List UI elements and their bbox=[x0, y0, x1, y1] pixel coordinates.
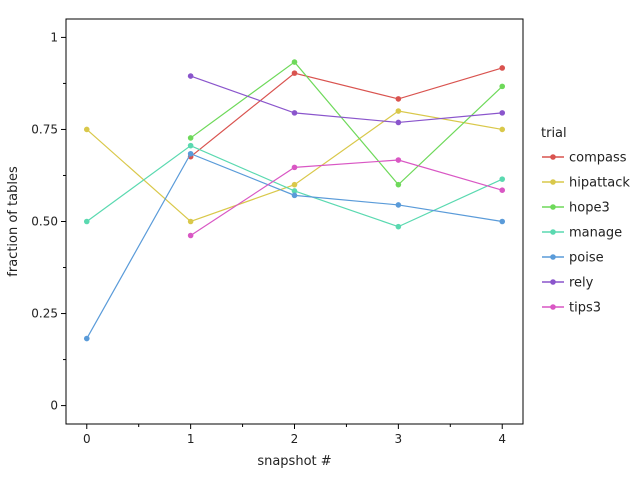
data-point-manage bbox=[83, 218, 90, 225]
data-point-hipattack bbox=[187, 218, 194, 225]
legend-item-manage: manage bbox=[542, 226, 622, 241]
legend-item-compass: compass bbox=[542, 151, 627, 166]
series-hipattack bbox=[83, 108, 506, 225]
y-axis-label: fraction of tables bbox=[6, 166, 21, 277]
data-point-manage bbox=[499, 176, 506, 182]
x-tick-label: 0 bbox=[83, 432, 91, 446]
data-point-poise bbox=[499, 218, 506, 225]
legend-swatch-marker bbox=[550, 304, 556, 310]
data-point-hipattack bbox=[291, 181, 298, 188]
series-line-hope3 bbox=[190, 61, 503, 186]
series-line-poise bbox=[86, 153, 503, 339]
series-line-tips3 bbox=[190, 159, 503, 236]
y-tick-label: 0.75 bbox=[31, 122, 58, 136]
series-rely bbox=[187, 73, 506, 126]
plot-frame bbox=[65, 18, 524, 425]
legend-swatch-marker bbox=[550, 154, 556, 160]
data-point-compass bbox=[291, 70, 298, 76]
x-tick-label: 4 bbox=[498, 432, 506, 446]
data-point-rely bbox=[499, 110, 506, 116]
data-point-compass bbox=[395, 96, 402, 102]
data-point-tips3 bbox=[395, 157, 402, 163]
legend-item-tips3: tips3 bbox=[542, 301, 601, 316]
data-point-poise bbox=[187, 150, 194, 157]
legend-item-hope3: hope3 bbox=[542, 201, 610, 216]
legend-item-hipattack: hipattack bbox=[542, 176, 630, 191]
data-point-rely bbox=[395, 119, 402, 126]
legend-swatch-marker bbox=[550, 254, 556, 260]
data-point-poise bbox=[395, 202, 402, 208]
y-tick-label: 0 bbox=[50, 399, 58, 413]
y-tick-label: 1 bbox=[50, 30, 58, 44]
data-point-hipattack bbox=[395, 108, 402, 114]
legend: trial compass hipattack hope3 manage poise re… bbox=[541, 126, 630, 316]
data-point-rely bbox=[187, 73, 194, 79]
y-tick-label: 0.50 bbox=[31, 215, 58, 229]
legend-label: rely bbox=[569, 276, 594, 291]
data-point-poise bbox=[83, 335, 90, 342]
series-tips3 bbox=[187, 157, 506, 239]
legend-label: tips3 bbox=[569, 301, 601, 316]
data-point-rely bbox=[291, 110, 298, 116]
legend-item-poise: poise bbox=[542, 251, 604, 266]
legend-swatch-marker bbox=[550, 204, 556, 210]
legend-item-rely: rely bbox=[542, 276, 594, 291]
plot-area bbox=[83, 59, 506, 342]
legend-label: hope3 bbox=[569, 201, 610, 216]
legend-label: poise bbox=[569, 251, 604, 266]
series-line-compass bbox=[190, 67, 503, 158]
series-compass bbox=[187, 65, 506, 160]
data-point-hope3 bbox=[499, 83, 506, 90]
legend-swatch-marker bbox=[550, 279, 556, 285]
x-tick-label: 1 bbox=[187, 432, 195, 446]
data-point-tips3 bbox=[499, 187, 506, 194]
data-point-manage bbox=[187, 142, 194, 149]
data-point-hope3 bbox=[291, 59, 298, 65]
legend-label: compass bbox=[569, 151, 627, 166]
legend-label: manage bbox=[569, 226, 622, 241]
x-tick-label: 2 bbox=[291, 432, 299, 446]
legend-label: hipattack bbox=[569, 176, 630, 191]
data-point-hipattack bbox=[83, 126, 90, 133]
series-line-rely bbox=[190, 75, 503, 124]
x-tick-label: 3 bbox=[395, 432, 403, 446]
data-point-compass bbox=[499, 65, 506, 71]
legend-title: trial bbox=[541, 126, 567, 141]
series-poise bbox=[83, 150, 506, 342]
axes: 0 1 2 3 4 0 0.25 0.50 0.75 1 bbox=[31, 30, 506, 446]
data-point-manage bbox=[395, 223, 402, 230]
series-hope3 bbox=[187, 59, 506, 188]
legend-swatch-marker bbox=[550, 179, 556, 185]
data-point-tips3 bbox=[187, 232, 194, 239]
data-point-hope3 bbox=[395, 181, 402, 188]
data-point-tips3 bbox=[291, 164, 298, 171]
legend-swatch-marker bbox=[550, 229, 556, 235]
x-axis-label: snapshot # bbox=[257, 454, 331, 469]
data-point-poise bbox=[291, 192, 298, 199]
data-point-manage bbox=[291, 188, 298, 194]
data-point-hipattack bbox=[499, 126, 506, 133]
data-point-hope3 bbox=[187, 135, 194, 141]
y-tick-label: 0.25 bbox=[31, 307, 58, 321]
